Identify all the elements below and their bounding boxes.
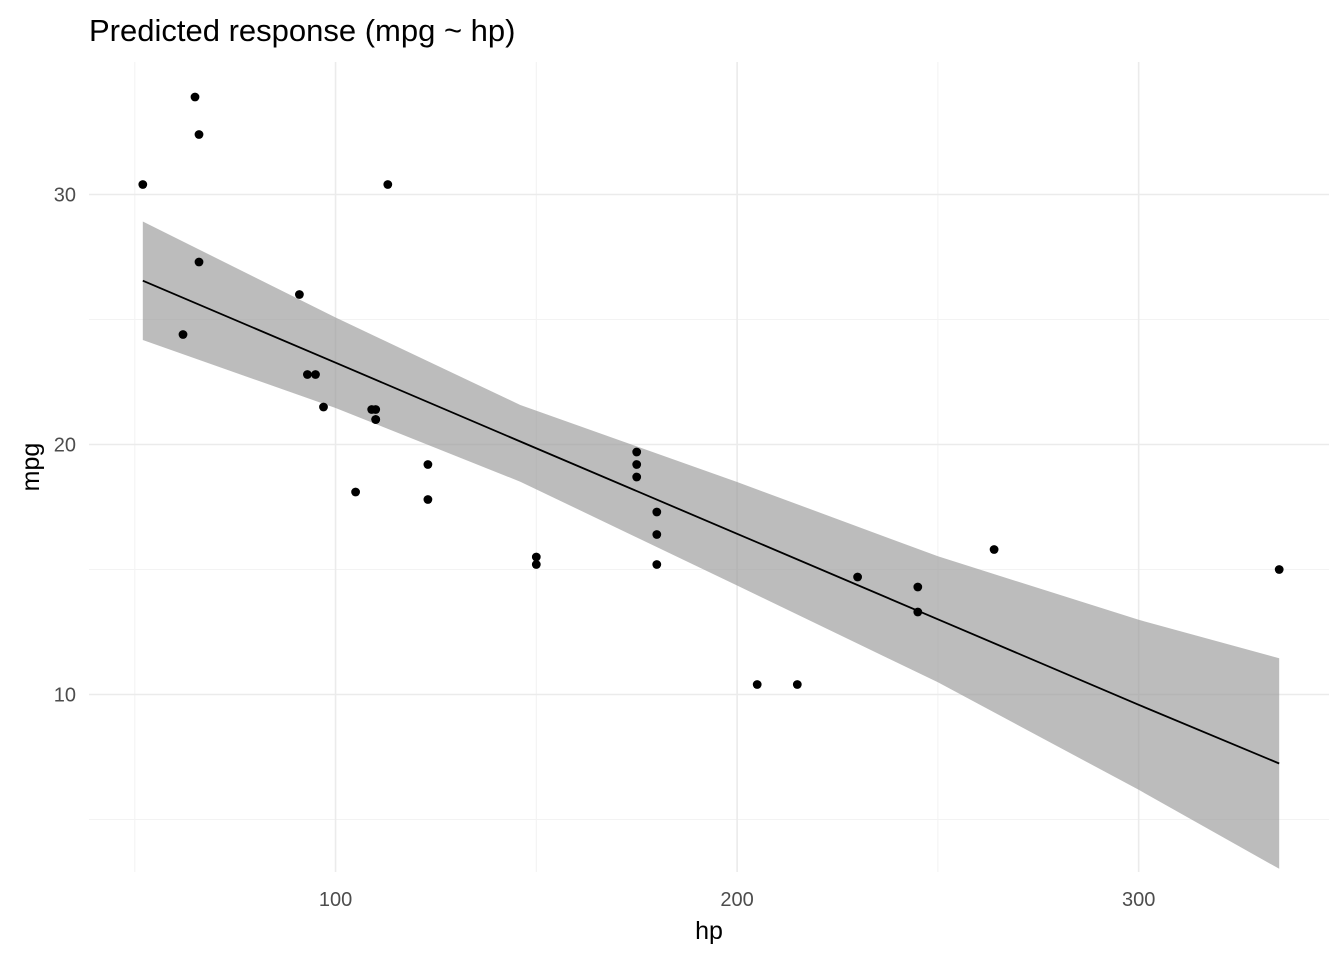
fit-line: [142, 279, 1280, 765]
data-point: [371, 415, 381, 424]
data-point: [423, 495, 433, 504]
data-point: [194, 257, 204, 267]
data-point: [531, 560, 541, 569]
x-tick-label: 300: [1122, 889, 1155, 911]
data-point: [190, 92, 200, 102]
data-point: [652, 507, 662, 517]
data-point: [652, 560, 662, 569]
confidence-band-layer: [142, 221, 1280, 869]
data-point: [913, 607, 923, 617]
data-point: [1274, 565, 1284, 574]
data-point: [652, 530, 662, 539]
data-point: [752, 680, 762, 689]
data-point: [632, 447, 642, 457]
confidence-band: [142, 221, 1280, 869]
data-point: [295, 290, 304, 299]
data-point: [178, 330, 188, 339]
x-axis-title: hp: [695, 917, 723, 945]
data-point: [853, 572, 862, 582]
chart-title: Predicted response (mpg ~ hp): [89, 13, 515, 48]
fit-line-layer: [142, 279, 1280, 765]
x-tick-label: 200: [720, 889, 753, 911]
y-tick-label: 10: [54, 685, 76, 707]
data-point: [351, 487, 360, 497]
points-layer: [138, 92, 1284, 689]
data-point: [792, 680, 802, 689]
y-tick-label: 20: [54, 435, 76, 457]
data-point: [194, 130, 204, 139]
data-point: [138, 180, 148, 189]
data-point: [989, 545, 999, 554]
x-tick-label: 100: [319, 889, 352, 911]
data-point: [423, 460, 433, 469]
tick-labels-layer: 100 200 300 10 20 30: [54, 185, 1156, 912]
data-point: [632, 460, 642, 469]
data-point: [303, 370, 312, 379]
y-axis-title: mpg: [17, 443, 45, 492]
y-tick-label: 30: [54, 185, 76, 207]
data-point: [913, 582, 923, 592]
data-point: [383, 180, 393, 189]
data-point: [311, 370, 320, 379]
data-point: [632, 472, 642, 482]
data-point: [531, 552, 541, 562]
data-point: [367, 405, 377, 414]
data-point: [319, 402, 328, 412]
